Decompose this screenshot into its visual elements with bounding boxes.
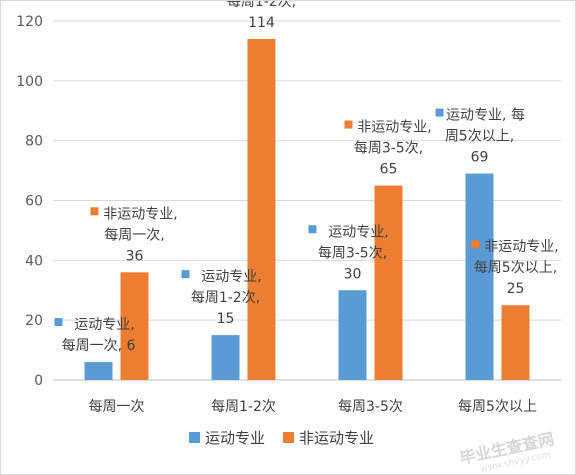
legend-swatch: [189, 432, 200, 443]
bar-nonsport: [501, 305, 530, 380]
bar-nonsport: [247, 38, 276, 380]
data-label: 每周3-5次,: [354, 141, 423, 157]
data-label: 运动专业,: [328, 224, 388, 240]
data-label-key: [344, 120, 353, 129]
legend-label: 非运动专业: [299, 429, 374, 447]
bar-sport: [338, 290, 367, 380]
bar-nonsport: [374, 185, 403, 380]
y-tick-label: 100: [16, 74, 43, 90]
data-label: 周5次以上,: [445, 129, 514, 145]
legend-swatch: [283, 432, 294, 443]
x-tick-label: 每周一次: [89, 399, 145, 415]
data-label: 114: [248, 15, 275, 31]
data-label: 每周一次,: [104, 227, 164, 243]
y-tick-label: 0: [34, 373, 43, 389]
data-label: 69: [471, 150, 489, 166]
legend-label: 运动专业: [205, 429, 265, 447]
data-label: 15: [217, 311, 235, 327]
data-label: 每周3-5次,: [318, 245, 387, 261]
data-label: 65: [380, 162, 398, 178]
x-tick-label: 每周1-2次: [211, 399, 276, 415]
bar-sport: [465, 173, 494, 380]
data-label: 每周一次, 6: [62, 338, 136, 354]
data-label-key: [90, 207, 99, 216]
data-label-key: [54, 318, 63, 327]
bar-sport: [84, 362, 113, 380]
data-label-key: [308, 225, 317, 234]
x-tick-label: 每周5次以上: [458, 399, 537, 415]
y-tick-label: 80: [25, 134, 43, 150]
data-label: 36: [126, 248, 144, 264]
data-label: 非运动专业,: [484, 239, 558, 255]
data-label: 运动专业,: [74, 317, 134, 333]
data-label-key: [181, 270, 190, 279]
data-label: 25: [507, 281, 525, 297]
data-label-key: [435, 108, 444, 117]
data-label: 每周1-2次,: [227, 1, 296, 10]
bar-nonsport: [120, 272, 149, 380]
bar-sport: [211, 335, 240, 380]
data-label: 每周1-2次,: [191, 290, 260, 306]
data-label-key: [471, 240, 480, 249]
data-label: 30: [344, 266, 362, 282]
data-label: 运动专业, 每: [446, 108, 525, 124]
data-label: 非运动专业,: [103, 206, 177, 222]
x-tick-label: 每周3-5次: [338, 399, 403, 415]
data-label: 每周5次以上,: [474, 260, 557, 276]
y-tick-label: 20: [25, 313, 43, 329]
y-tick-label: 120: [16, 14, 43, 30]
data-label: 非运动专业,: [357, 120, 431, 136]
y-tick-label: 60: [25, 194, 43, 210]
y-tick-label: 40: [25, 253, 43, 269]
data-label: 运动专业,: [201, 269, 261, 285]
